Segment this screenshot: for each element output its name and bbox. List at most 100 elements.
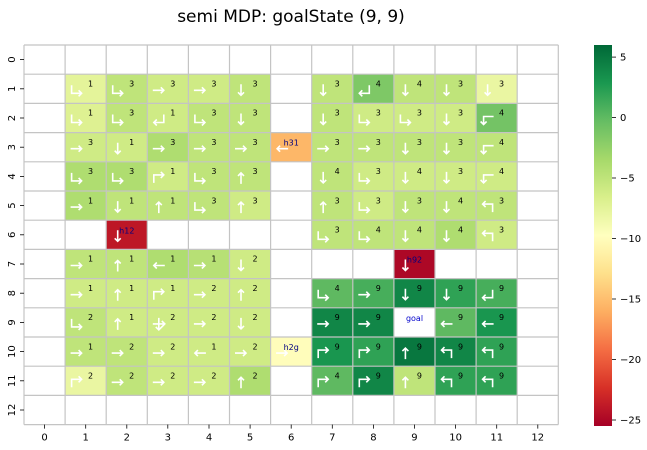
heatmap-cell [435, 103, 477, 133]
heatmap-cell [229, 278, 271, 308]
policy-arrow-icon [317, 346, 330, 359]
policy-arrow-icon [235, 349, 248, 357]
cell-label: 3 [376, 109, 381, 118]
cell-label: 4 [335, 372, 340, 381]
colorbar: 5 0 −5 −10 −15 −20 −25 [594, 45, 641, 427]
cell-label: 4 [499, 109, 504, 118]
heatmap-cell [270, 337, 312, 367]
cell-label: 3 [252, 109, 257, 118]
heatmap-cell [476, 220, 518, 250]
cell-label: 2 [170, 313, 175, 322]
cell-label: 3 [458, 80, 463, 89]
heatmap-cell [188, 249, 230, 279]
heatmap-cell [106, 191, 148, 221]
heatmap-cell [352, 278, 394, 308]
x-tick-label: 8 [370, 433, 376, 444]
cell-label: 3 [88, 138, 93, 147]
cell-label: 3 [417, 196, 422, 205]
heatmap-cell [188, 337, 230, 367]
cell-label: 2 [170, 342, 175, 351]
cell-label: 3 [499, 226, 504, 235]
policy-arrow-icon [114, 317, 122, 330]
y-tick-label: 7 [7, 261, 18, 267]
cell-label: 1 [170, 109, 175, 118]
heatmap-cell [106, 337, 148, 367]
policy-arrow-icon [481, 320, 494, 328]
policy-arrow-icon [70, 172, 83, 185]
heatmap-cell [65, 191, 107, 221]
policy-arrow-icon [70, 261, 83, 270]
policy-arrow-icon [152, 114, 165, 127]
policy-arrow-icon [193, 378, 207, 386]
heatmap-cell [270, 132, 312, 162]
heatmap-cell [147, 74, 189, 104]
y-tick-label: 3 [7, 144, 18, 150]
cell-label: 2 [211, 284, 216, 293]
policy-arrow-icon [237, 113, 245, 126]
cell-label: 1 [88, 109, 93, 118]
heatmap-cell [188, 366, 230, 396]
cell-label: 9 [499, 342, 504, 351]
cell-label: 3 [211, 109, 216, 118]
cell-label: 3 [211, 138, 216, 147]
policy-arrow-icon [193, 261, 207, 270]
policy-arrow-icon [153, 171, 165, 183]
heatmap-cell [311, 191, 353, 221]
policy-arrow-icon [399, 114, 412, 127]
policy-arrow-icon [237, 288, 245, 301]
policy-arrow-icon [70, 318, 83, 331]
x-tick-label: 0 [41, 433, 47, 444]
policy-arrow-icon [319, 113, 327, 126]
policy-arrow-icon [152, 261, 165, 270]
cell-label: 3 [335, 138, 340, 147]
y-tick-label: 9 [7, 319, 18, 325]
heatmap-cell [352, 132, 394, 162]
cell-label: h2g [284, 343, 299, 352]
heatmap-cell [229, 132, 271, 162]
heatmap-cell [393, 278, 435, 308]
policy-arrow-icon [484, 84, 492, 97]
heatmap-cell [476, 103, 518, 133]
policy-arrow-icon [237, 200, 245, 214]
policy-arrow-icon [358, 202, 371, 214]
policy-arrow-icon [319, 171, 327, 185]
heatmap-cell [188, 278, 230, 308]
policy-arrow-icon [319, 84, 327, 97]
x-tick-label: 7 [329, 433, 335, 444]
policy-arrow-icon [442, 288, 451, 301]
cell-label: 9 [335, 342, 340, 351]
cell-label: 4 [499, 138, 504, 147]
cell-label: 4 [335, 284, 340, 293]
cell-label: 9 [376, 342, 381, 351]
policy-arrow-icon [235, 145, 248, 153]
cell-label: 3 [458, 109, 463, 118]
x-tick-label: 4 [206, 433, 212, 444]
policy-arrow-icon [193, 145, 207, 153]
heatmap-cell [106, 307, 148, 337]
policy-arrow-icon [70, 145, 83, 153]
y-tick-label: 4 [7, 173, 18, 179]
heatmap-cell [476, 278, 518, 308]
policy-arrow-icon [194, 172, 207, 185]
heatmap-cell [435, 337, 477, 367]
cell-label: 3 [458, 138, 463, 147]
policy-arrow-icon [442, 84, 451, 97]
policy-arrow-icon [194, 202, 207, 214]
y-tick-label: 12 [7, 404, 18, 417]
cell-label: 2 [211, 372, 216, 381]
policy-arrow-icon [358, 172, 371, 185]
policy-arrow-icon [70, 375, 83, 388]
cell-label: 3 [129, 80, 134, 89]
cell-label: 2 [88, 372, 93, 381]
cell-label: 3 [252, 138, 257, 147]
policy-arrow-icon [114, 288, 122, 301]
policy-arrow-icon [193, 349, 206, 357]
cell-label: 3 [335, 109, 340, 118]
heatmap-cell [352, 307, 394, 337]
cell-label: 9 [417, 372, 422, 381]
y-tick-label: 11 [7, 374, 18, 387]
cell-label: 3 [417, 138, 422, 147]
policy-arrow-icon [275, 145, 289, 153]
cell-label: 1 [170, 196, 175, 205]
heatmap-cell [435, 161, 477, 191]
